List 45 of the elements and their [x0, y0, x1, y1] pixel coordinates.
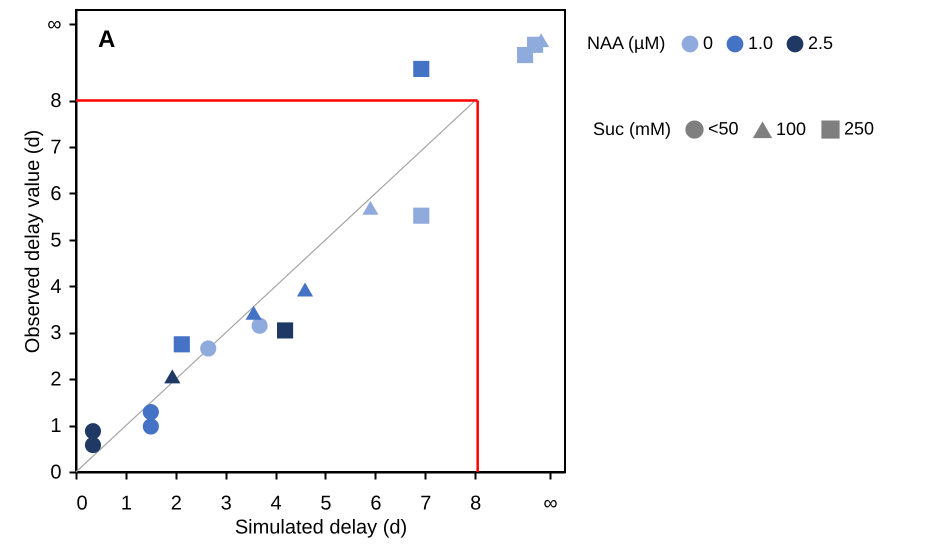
x-tick-label: 1	[120, 492, 132, 514]
text: Suc (mM)	[593, 119, 671, 139]
y-tick-label: 7	[50, 136, 62, 158]
point	[84, 423, 102, 440]
x-tick-label: 2	[170, 492, 182, 514]
y-axis-title: Observed delay value (d)	[22, 130, 44, 354]
y-tick-label: 2	[50, 368, 62, 391]
y-tick-label: 6	[50, 182, 62, 205]
point	[200, 340, 216, 357]
x-tick-label: 5	[320, 492, 332, 514]
legend-label: 1.0	[748, 33, 774, 53]
legend-label: 0	[703, 33, 714, 53]
x-tick-label: 0	[76, 492, 88, 514]
legend-label: 250	[844, 118, 874, 139]
point	[296, 282, 314, 297]
point	[174, 336, 190, 352]
y-tick-label: 3	[50, 322, 62, 344]
y-tick-label: 0	[50, 462, 62, 484]
x-tick-label: 3	[220, 492, 232, 514]
text: NAA (µM)	[587, 33, 666, 53]
point	[84, 437, 102, 454]
x-tick-label: 8	[470, 492, 482, 514]
x-tick-label: 6	[370, 492, 382, 514]
legend-label: <50	[708, 118, 739, 139]
annotation: A	[98, 26, 116, 53]
point	[164, 369, 180, 384]
y-tick-label: 4	[50, 276, 62, 298]
y-tick-label: ∞	[47, 13, 62, 36]
y-tick-label: 1	[50, 415, 62, 438]
legend-label: 2.5	[808, 33, 834, 53]
point	[362, 200, 378, 215]
x-tick-label: 4	[270, 492, 282, 514]
point	[246, 306, 262, 320]
point	[252, 318, 268, 334]
point	[142, 418, 159, 435]
x-axis-title: Simulated delay (d)	[234, 516, 408, 538]
legend-label: 100	[776, 119, 806, 140]
y-tick-label: 8	[50, 90, 62, 112]
point	[413, 60, 430, 78]
y-tick-label: 5	[50, 229, 62, 252]
x-tick-label: ∞	[543, 492, 558, 514]
x-tick-label: 7	[420, 492, 432, 514]
point	[277, 322, 294, 338]
point	[142, 404, 159, 420]
point	[413, 208, 430, 224]
